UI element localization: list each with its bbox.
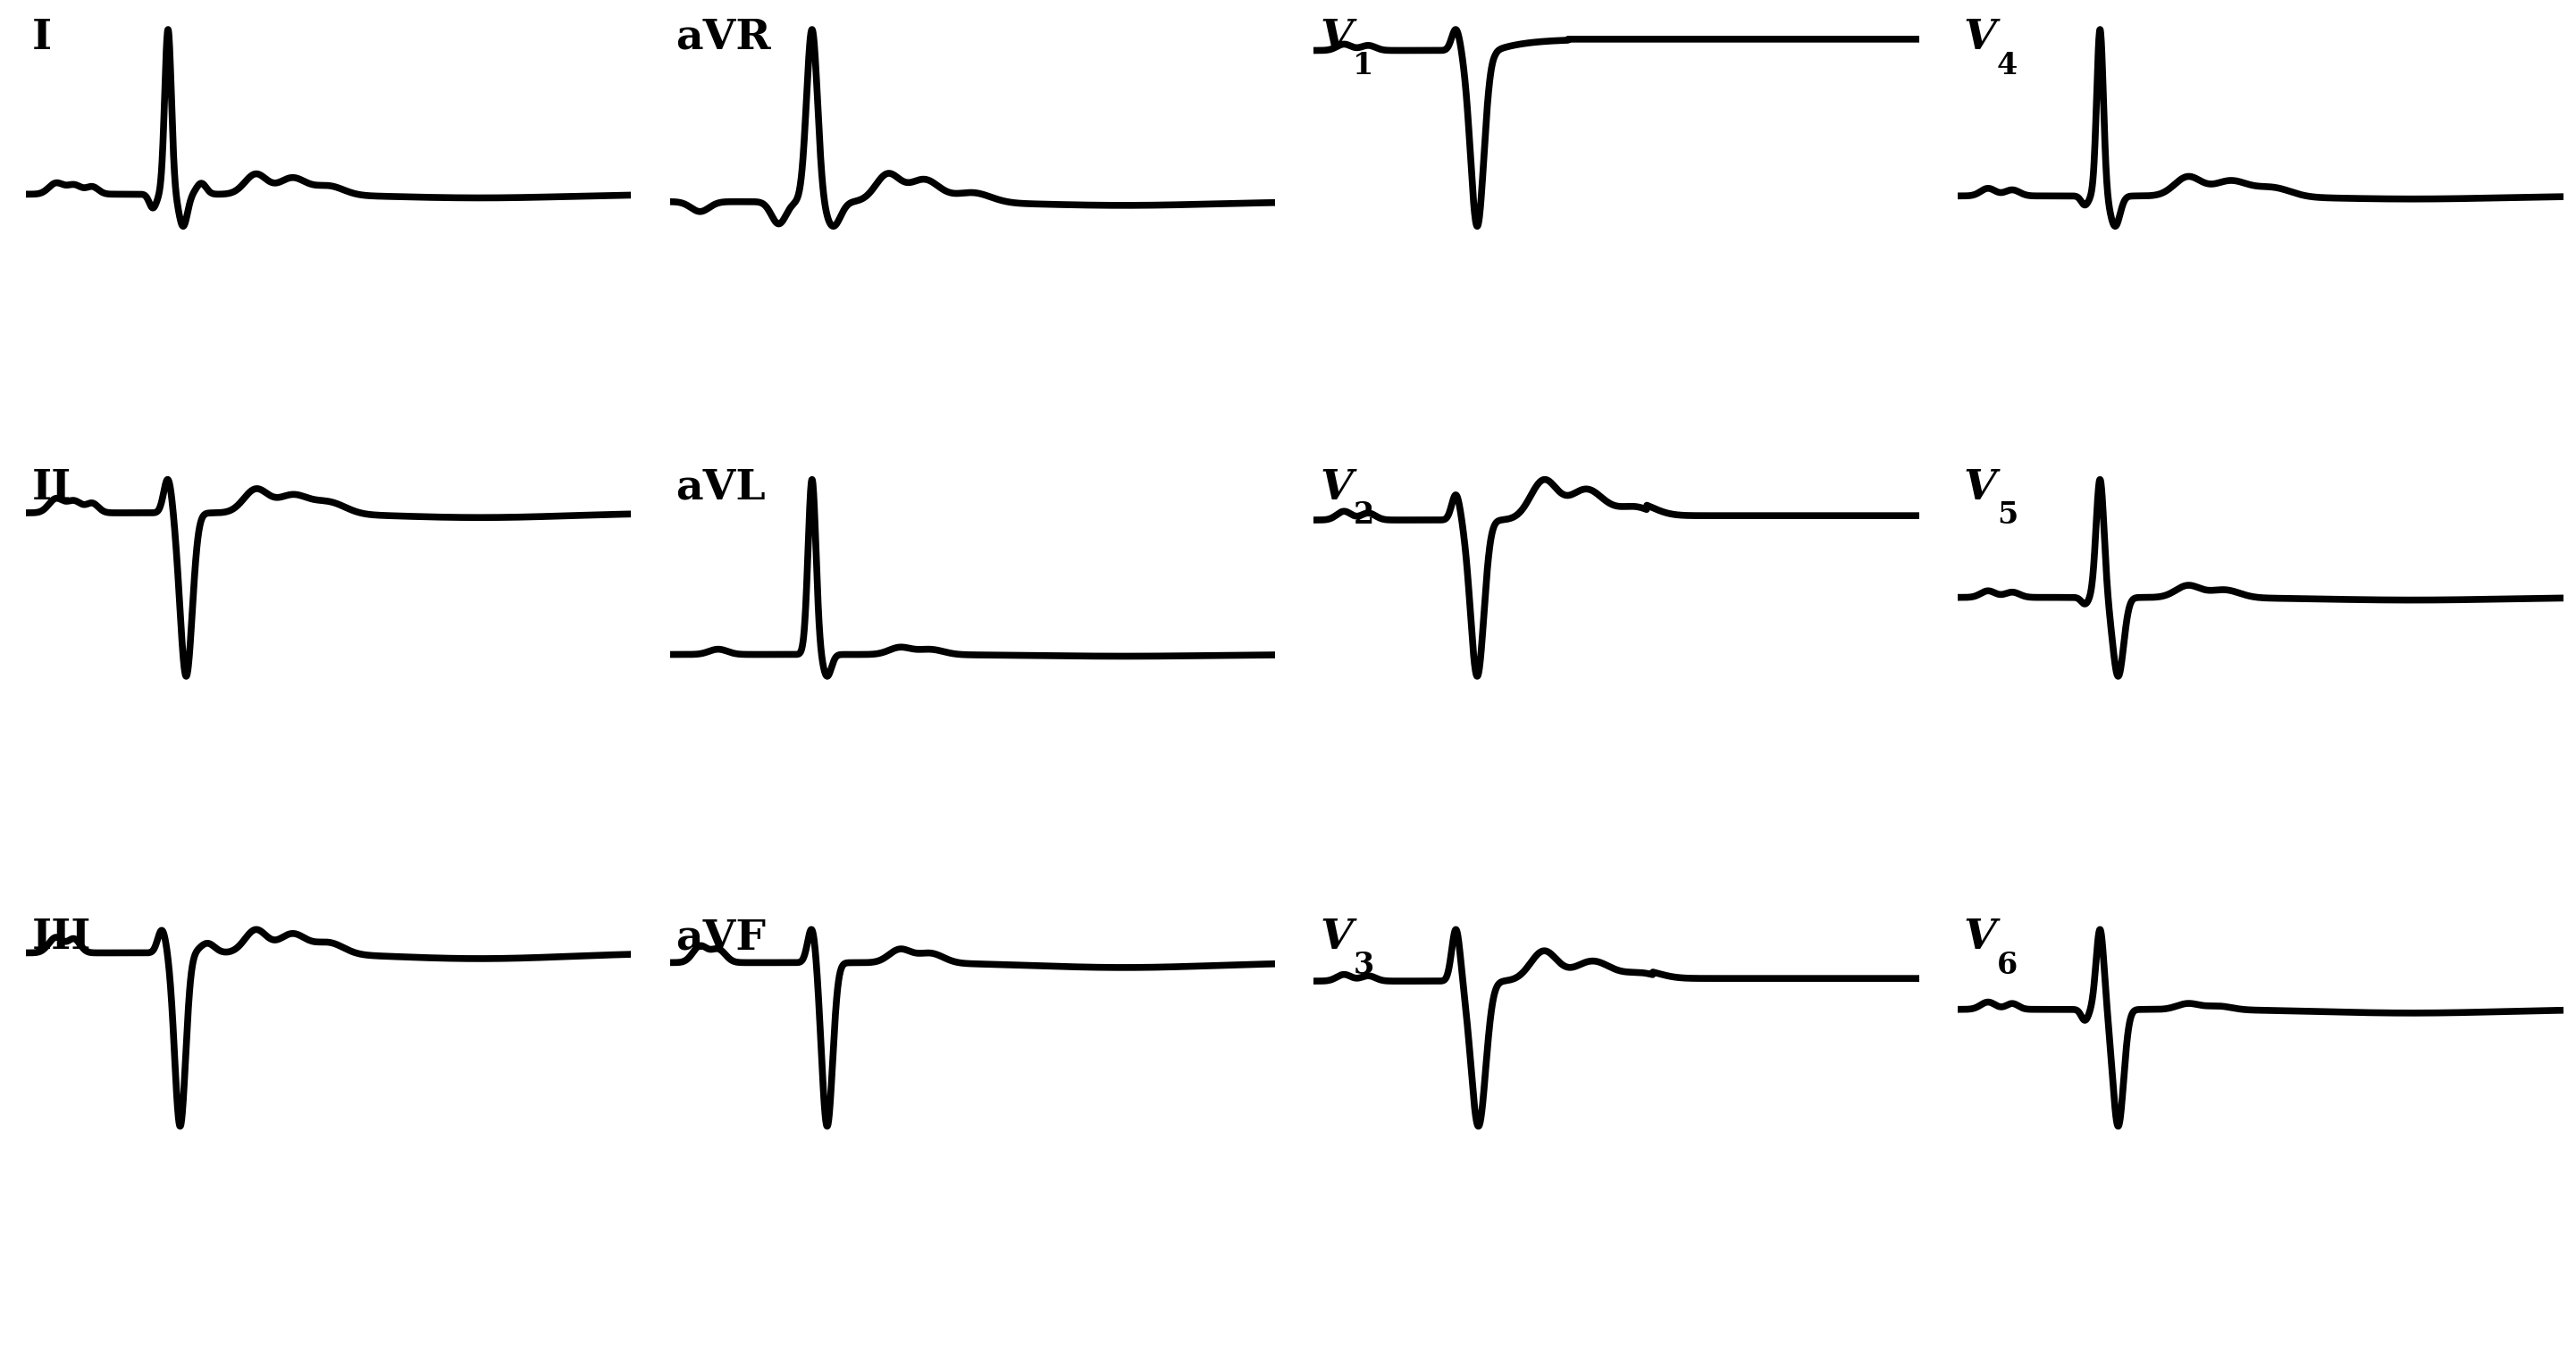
Text: V: V	[1319, 917, 1352, 958]
Text: V: V	[1963, 18, 1996, 58]
Text: 2: 2	[1352, 501, 1373, 531]
Text: aVL: aVL	[675, 467, 765, 508]
Text: V: V	[1963, 917, 1996, 958]
Text: 4: 4	[1996, 51, 2017, 80]
Text: II: II	[31, 467, 72, 508]
Text: aVF: aVF	[675, 917, 765, 958]
Text: V: V	[1963, 467, 1996, 508]
Text: 1: 1	[1352, 51, 1373, 80]
Text: aVR: aVR	[675, 18, 770, 58]
Text: 5: 5	[1996, 501, 2017, 531]
Text: I: I	[31, 18, 52, 58]
Text: III: III	[31, 917, 90, 958]
Text: 6: 6	[1996, 950, 2017, 980]
Text: 3: 3	[1352, 950, 1373, 980]
Text: V: V	[1319, 467, 1352, 508]
Text: V: V	[1319, 18, 1352, 58]
